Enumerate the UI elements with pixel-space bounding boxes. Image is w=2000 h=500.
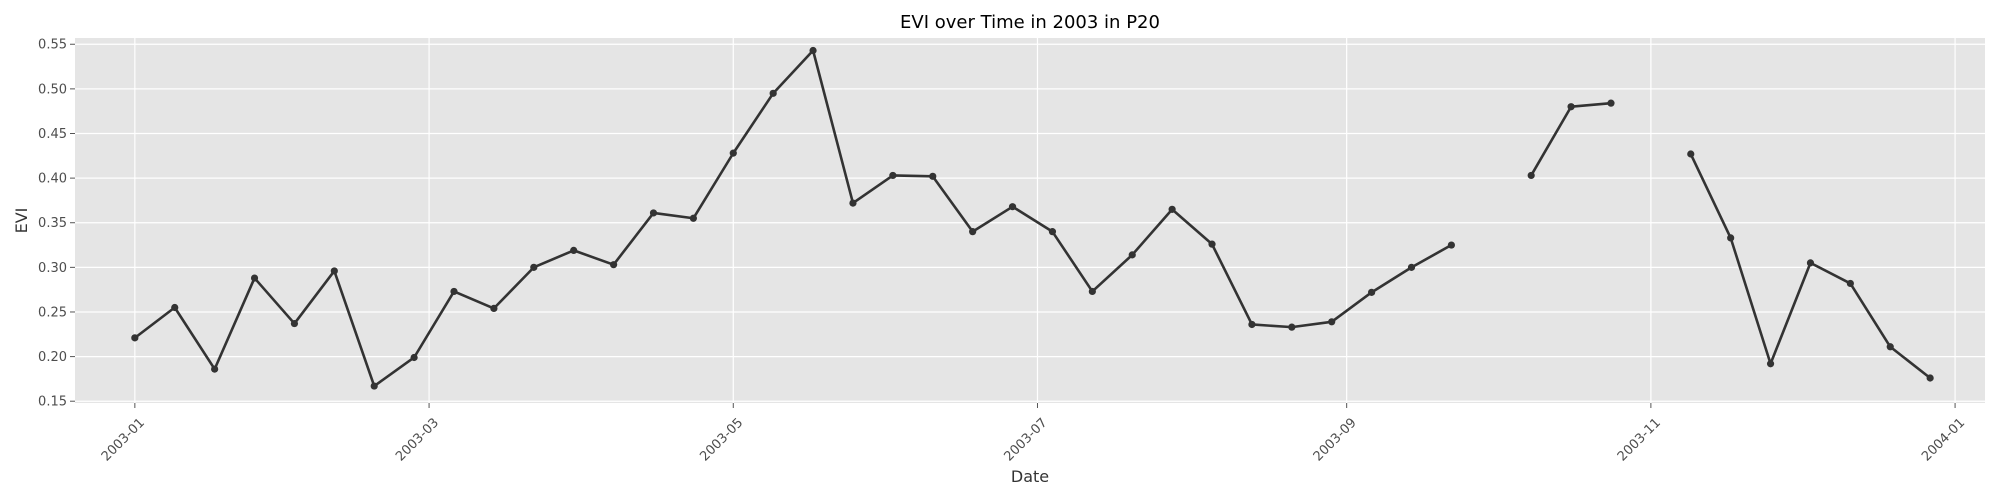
data-point <box>1846 279 1854 288</box>
data-point <box>490 304 498 313</box>
data-point <box>450 287 458 296</box>
data-point <box>530 263 538 271</box>
data-point <box>689 214 697 222</box>
plot-area <box>75 38 1985 403</box>
y-tick-label: 0.15 <box>38 395 67 410</box>
data-point <box>290 319 299 328</box>
data-point <box>1128 251 1136 259</box>
chart-title: EVI over Time in 2003 in P20 <box>900 12 1160 33</box>
y-axis-ticks: 0.15 0.20 0.25 0.30 0.35 0.40 0.45 0.50 0.55 <box>38 38 75 410</box>
x-tick-label: 2003-01 <box>99 415 148 464</box>
grid-lines <box>75 38 1985 403</box>
y-tick-label: 0.20 <box>38 350 67 365</box>
data-point <box>1048 228 1057 236</box>
data-point <box>1567 103 1575 111</box>
data-point <box>1527 171 1535 180</box>
series-points <box>131 46 1934 390</box>
x-tick-label: 2003-09 <box>1311 415 1360 464</box>
data-point <box>1607 99 1615 107</box>
data-point <box>929 172 937 180</box>
data-point <box>410 353 418 362</box>
x-tick-label: 2003-03 <box>393 415 442 464</box>
data-point <box>211 365 219 373</box>
data-point <box>1687 150 1695 158</box>
y-tick-label: 0.35 <box>38 216 67 231</box>
data-point <box>570 246 578 254</box>
data-point <box>1368 288 1376 296</box>
y-axis-label: EVI <box>12 208 31 234</box>
data-point <box>769 89 777 97</box>
y-tick-label: 0.25 <box>38 305 67 320</box>
data-point <box>171 303 179 312</box>
data-point <box>1008 203 1017 211</box>
data-point <box>969 228 977 236</box>
data-point <box>1208 240 1216 248</box>
data-point <box>1328 318 1336 326</box>
data-point <box>849 199 857 207</box>
data-point <box>729 149 737 157</box>
y-tick-label: 0.55 <box>38 38 67 53</box>
y-tick-label: 0.50 <box>38 82 67 97</box>
y-tick-label: 0.45 <box>38 127 67 142</box>
y-tick-label: 0.30 <box>38 261 67 276</box>
data-point <box>1766 360 1775 368</box>
data-point <box>1926 374 1934 382</box>
y-tick-label: 0.40 <box>38 172 67 187</box>
x-tick-label: 2003-05 <box>697 415 746 464</box>
data-point <box>370 382 378 390</box>
data-point <box>1447 241 1455 249</box>
data-point <box>1088 287 1096 296</box>
data-point <box>1168 205 1176 213</box>
data-point <box>250 274 259 282</box>
x-tick-label: 2003-07 <box>1002 415 1051 464</box>
series-line-segment <box>134 49 1453 388</box>
data-point <box>1288 323 1296 331</box>
data-point <box>889 171 897 180</box>
data-point <box>1407 263 1416 271</box>
data-point <box>609 261 618 269</box>
data-point <box>330 267 338 275</box>
data-point <box>809 46 817 55</box>
x-tick-label: 2004-01 <box>1919 415 1968 464</box>
data-point <box>649 209 658 217</box>
data-point <box>1806 259 1815 267</box>
x-axis-label: Date <box>1011 467 1049 486</box>
x-tick-label: 2003-11 <box>1615 415 1664 464</box>
x-axis-ticks: 2003-01 2003-03 2003-05 2003-07 2003-09 2003-… <box>99 403 1968 464</box>
data-point <box>1886 343 1894 351</box>
data-point <box>131 334 139 342</box>
data-point <box>1727 234 1735 242</box>
data-point <box>1248 320 1256 329</box>
